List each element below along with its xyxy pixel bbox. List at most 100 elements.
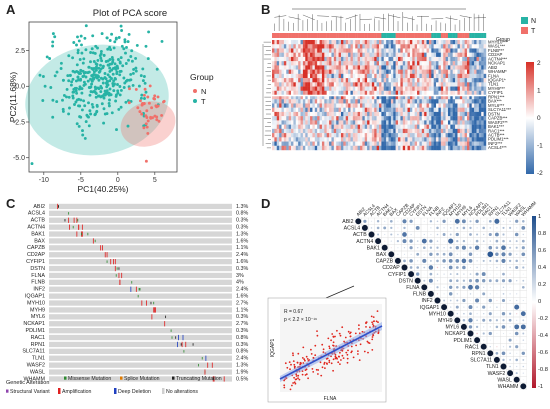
heatmap-cell [388,40,392,45]
pca-point-t [84,48,88,52]
heatmap-cell [362,99,365,104]
inset-point [325,358,328,360]
heatmap-cell [276,103,280,108]
onco-gene-label: RPN1 [31,342,45,348]
heatmap-cell [390,82,394,87]
heatmap-cell [295,82,299,87]
heatmap-cell [414,95,418,100]
pca-point-t [114,93,118,97]
heatmap-group-cell [457,33,461,38]
heatmap-cell [393,78,396,83]
heatmap-cell [310,95,313,100]
onco-alteration [201,357,203,360]
pca-point-t [111,72,115,76]
heatmap-cell [379,69,382,75]
heatmap-cell [331,128,335,134]
pca-point-t [77,124,81,128]
heatmap-cell [457,44,461,49]
inset-point [293,363,296,366]
corr-circle [495,252,499,257]
heatmap-cell [483,141,487,146]
heatmap-cell [364,111,368,117]
heatmap-cell [469,69,472,75]
corr-circle [516,299,518,302]
heatmap-cell [447,73,451,79]
heatmap-cell [390,78,394,83]
heatmap-cell [374,44,377,49]
heatmap-cell [417,65,420,70]
pca-point-t [106,59,110,63]
pca-point-t [95,63,99,66]
heatmap-cell [293,120,296,125]
heatmap-cell [357,124,361,130]
corr-circle [480,343,487,350]
heatmap-cell [379,128,382,134]
heatmap-cell [367,56,370,62]
heatmap-cell [362,90,365,96]
heatmap-cell [333,65,337,70]
heatmap-cell [286,107,289,113]
heatmap-cell [469,137,472,142]
pca-point-t [53,74,57,78]
heatmap-cell [471,141,475,146]
heatmap-cell [355,111,358,117]
pca-point-t [68,106,71,110]
corr-circle [384,220,386,222]
heatmap-cell [274,128,277,134]
heatmap-cell [345,103,349,108]
heatmap-cell [476,111,480,117]
heatmap-cell [443,137,446,142]
heatmap-cell [371,82,375,87]
heatmap-cell [302,111,306,117]
pca-point-n [147,101,151,105]
heatmap-legend-label: T [531,28,536,35]
heatmap-cell [407,95,411,100]
heatmap-cell [359,52,363,58]
corr-circle [455,259,460,263]
heatmap-cell [305,56,308,62]
heatmap-cell [412,133,415,138]
heatmap-group-cell [357,33,361,38]
heatmap-cell [352,78,356,83]
heatmap-col-dendro-link [317,15,330,17]
heatmap-cell [331,52,335,58]
heatmap-cell [329,95,332,100]
heatmap-cell [319,69,323,75]
heatmap-cell [478,145,482,151]
corr-circle [443,246,445,249]
heatmap-cell [433,73,437,79]
heatmap-cell [300,128,304,134]
heatmap-gene-label: MYH9*** [488,86,505,91]
heatmap-cell [340,107,344,113]
heatmap-cell [350,90,354,96]
heatmap-cell [321,95,325,100]
heatmap-cell [471,69,475,75]
pca-point-n [154,104,158,108]
heatmap-group-cell [317,33,320,38]
heatmap-cell [457,65,461,70]
corr-circle [402,219,407,224]
heatmap-cell [312,111,315,117]
heatmap-cell [398,69,401,75]
corr-circle [442,259,446,263]
heatmap-cell [379,86,382,91]
heatmap-cell [362,111,365,117]
heatmap-cell [398,141,401,146]
heatmap-cell [376,116,380,121]
heatmap-cell [393,61,396,66]
heatmap-cell [383,69,387,75]
heatmap-cell [364,40,368,45]
heatmap-cell [343,137,346,142]
onco-alteration [171,336,173,339]
heatmap-cell [381,44,384,49]
heatmap-cell [371,99,375,104]
heatmap-cell [376,95,380,100]
heatmap-cell [405,44,408,49]
heatmap-cell [381,65,384,70]
heatmap-cell [357,133,361,138]
heatmap-cell [474,78,477,83]
heatmap-cell [445,40,449,45]
heatmap-cell [291,95,294,100]
heatmap-cell [450,103,453,108]
heatmap-cell [469,86,472,91]
